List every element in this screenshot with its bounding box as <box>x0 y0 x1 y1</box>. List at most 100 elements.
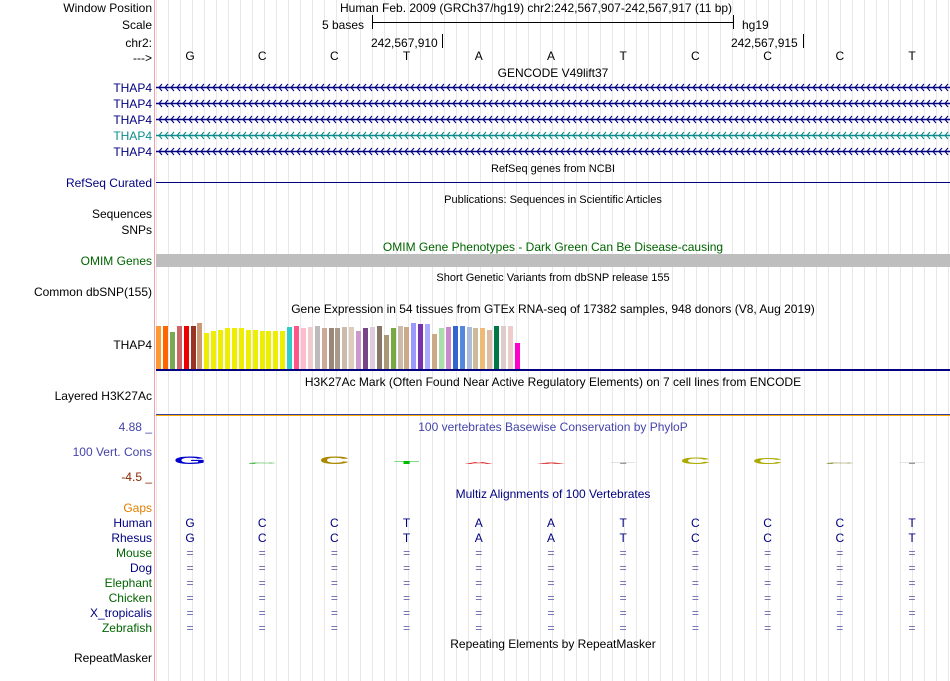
gtex-tissue-bar[interactable] <box>225 328 230 369</box>
gridline <box>636 0 637 681</box>
gtex-tissue-bar[interactable] <box>494 326 500 369</box>
gtex-track-title: Gene Expression in 54 tissues from GTEx … <box>291 302 815 316</box>
gtex-tissue-bar[interactable] <box>404 327 410 369</box>
label-gencode-thap4[interactable]: THAP4 <box>113 113 152 127</box>
label-sequences[interactable]: Sequences <box>91 207 152 221</box>
gtex-tissue-bar[interactable] <box>280 331 286 369</box>
gtex-tissue-bar[interactable] <box>176 326 182 369</box>
track-area[interactable]: Human Feb. 2009 (GRCh37/hg19) chr2:242,5… <box>156 0 950 681</box>
label-gencode-thap4[interactable]: THAP4 <box>113 97 152 111</box>
alignment-base: = <box>475 576 483 590</box>
alignment-base: = <box>619 591 627 605</box>
gtex-tissue-bar[interactable] <box>438 328 444 369</box>
gridline <box>720 0 721 681</box>
alignment-base: = <box>403 621 411 635</box>
label-gtex-gene[interactable]: THAP4 <box>113 338 152 352</box>
alignment-base: A <box>546 531 556 545</box>
gtex-tissue-bar[interactable] <box>376 326 382 369</box>
h3k27ac-signal-line[interactable] <box>156 415 950 416</box>
gtex-tissue-bar[interactable] <box>273 331 279 369</box>
gtex-tissue-bar[interactable] <box>266 331 272 369</box>
gtex-tissue-bar[interactable] <box>487 330 493 369</box>
gtex-tissue-bar[interactable] <box>197 323 203 369</box>
refseq-gene-line[interactable] <box>156 182 950 183</box>
gtex-tissue-bar[interactable] <box>211 331 217 369</box>
omim-gene-bar[interactable] <box>156 254 950 267</box>
label-common-dbsnp[interactable]: Common dbSNP(155) <box>33 285 152 299</box>
gtex-tissue-bar[interactable] <box>452 326 458 369</box>
gtex-tissue-bar[interactable] <box>397 326 403 369</box>
gtex-tissue-bar[interactable] <box>507 326 513 369</box>
alignment-base: T <box>908 531 916 545</box>
gtex-tissue-bar[interactable] <box>501 326 506 369</box>
gtex-tissue-bar[interactable] <box>294 326 299 369</box>
label-gencode-thap4[interactable]: THAP4 <box>113 145 152 159</box>
label-refseq-curated[interactable]: RefSeq Curated <box>65 176 152 190</box>
gridline <box>684 0 685 681</box>
gtex-tissue-bar[interactable] <box>342 327 348 369</box>
gtex-tissue-bar[interactable] <box>514 343 520 369</box>
multiz-alignment[interactable]: G C C T A A T C C C T G C C T A A T C C C T = = = = = = = = = = = = = = = = = =… <box>156 516 950 636</box>
gtex-tissue-bar[interactable] <box>314 326 320 369</box>
gtex-tissue-bar[interactable] <box>466 327 472 369</box>
gtex-tissue-bar[interactable] <box>459 326 465 369</box>
gtex-tissue-bar[interactable] <box>169 332 175 369</box>
label-gencode-thap4[interactable]: THAP4 <box>113 81 152 95</box>
gridline <box>924 0 925 681</box>
label-chr: chr2: <box>125 36 152 50</box>
gtex-tissue-bar[interactable] <box>307 327 313 369</box>
gtex-tissue-bar[interactable] <box>432 334 437 369</box>
label-gencode-thap4[interactable]: THAP4 <box>113 129 152 143</box>
gtex-tissue-bar[interactable] <box>156 326 161 369</box>
label-repeatmasker[interactable]: RepeatMasker <box>73 651 152 665</box>
alignment-base: = <box>836 621 844 635</box>
gtex-tissue-bar[interactable] <box>425 324 431 369</box>
alignment-base: C <box>835 516 845 530</box>
gtex-tissue-bar[interactable] <box>473 328 479 369</box>
gencode-transcript[interactable] <box>156 130 950 141</box>
alignment-base: = <box>330 621 338 635</box>
label-100-vert-cons[interactable]: 100 Vert. Cons <box>72 445 152 459</box>
label-omim-genes[interactable]: OMIM Genes <box>80 254 152 268</box>
gencode-transcript[interactable] <box>156 114 950 125</box>
gencode-transcript[interactable] <box>156 82 950 93</box>
alignment-base: = <box>908 576 916 590</box>
alignment-base: = <box>330 606 338 620</box>
gtex-tissue-bar[interactable] <box>328 328 334 369</box>
phylop-track-title: 100 vertebrates Basewise Conservation by… <box>418 420 688 434</box>
label-layered-h3k27ac[interactable]: Layered H3K27Ac <box>54 389 152 403</box>
alignment-base: = <box>403 606 411 620</box>
gtex-tissue-bar[interactable] <box>218 330 224 369</box>
gtex-tissue-bar[interactable] <box>252 330 258 369</box>
gtex-tissue-bar[interactable] <box>183 326 189 369</box>
gtex-tissue-bar[interactable] <box>204 333 210 369</box>
gencode-transcript[interactable] <box>156 146 950 157</box>
gtex-tissue-bar[interactable] <box>245 330 251 369</box>
gtex-tissue-bar[interactable] <box>356 331 362 369</box>
label-snps[interactable]: SNPs <box>121 223 152 237</box>
gtex-tissue-bar[interactable] <box>418 324 424 369</box>
gtex-tissue-bar[interactable] <box>259 331 265 369</box>
gtex-tissue-bar[interactable] <box>231 328 237 369</box>
alignment-base: T <box>619 531 627 545</box>
gtex-tissue-bar[interactable] <box>349 327 355 369</box>
gtex-tissue-bar[interactable] <box>480 328 486 369</box>
gtex-tissue-bar[interactable] <box>300 328 306 369</box>
gencode-transcript[interactable] <box>156 98 950 109</box>
gtex-tissue-bar[interactable] <box>321 328 327 369</box>
gtex-tissue-bar[interactable] <box>190 326 196 369</box>
gtex-tissue-bar[interactable] <box>369 327 375 369</box>
gtex-tissue-bar[interactable] <box>390 328 396 369</box>
gtex-tissue-bar[interactable] <box>363 328 368 369</box>
gtex-tissue-bar[interactable] <box>445 327 451 369</box>
gtex-tissue-bar[interactable] <box>383 335 389 369</box>
h3k27ac-signal-line[interactable] <box>156 414 950 415</box>
gtex-tissue-bar[interactable] <box>162 326 168 369</box>
gtex-tissue-bar[interactable] <box>335 328 341 369</box>
gtex-tissue-bar[interactable] <box>238 328 244 369</box>
base-letter: C <box>763 49 772 63</box>
gtex-barchart[interactable] <box>156 318 950 369</box>
gtex-tissue-bar[interactable] <box>287 327 293 369</box>
gtex-tissue-bar[interactable] <box>411 323 417 369</box>
